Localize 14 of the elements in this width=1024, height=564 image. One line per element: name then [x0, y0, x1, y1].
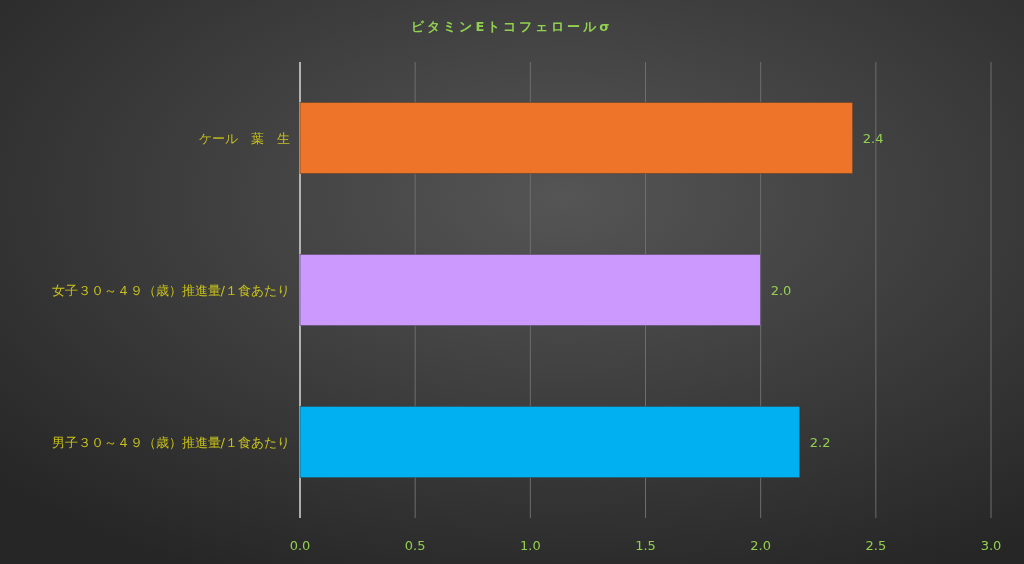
y-tick-label: ケール 葉 生: [199, 131, 290, 146]
x-tick-label: 2.5: [865, 538, 887, 553]
x-tick-label: 2.0: [750, 538, 772, 553]
x-tick-label: 1.0: [519, 538, 541, 553]
data-label: 2.2: [809, 435, 831, 450]
data-label: 2.0: [770, 283, 792, 298]
x-tick-label: 0.0: [289, 538, 311, 553]
x-tick-label: 1.5: [635, 538, 656, 553]
data-label: 2.4: [862, 131, 884, 146]
chart-title: ビタミンEトコフェロールσ: [411, 19, 613, 34]
x-tick-label: 0.5: [404, 538, 426, 553]
y-tick-label: 男子３０～４９（歳）推進量/１食あたり: [51, 435, 290, 450]
y-tick-label: 女子３０～４９（歳）推進量/１食あたり: [51, 283, 290, 298]
x-tick-label: 3.0: [980, 538, 1002, 553]
